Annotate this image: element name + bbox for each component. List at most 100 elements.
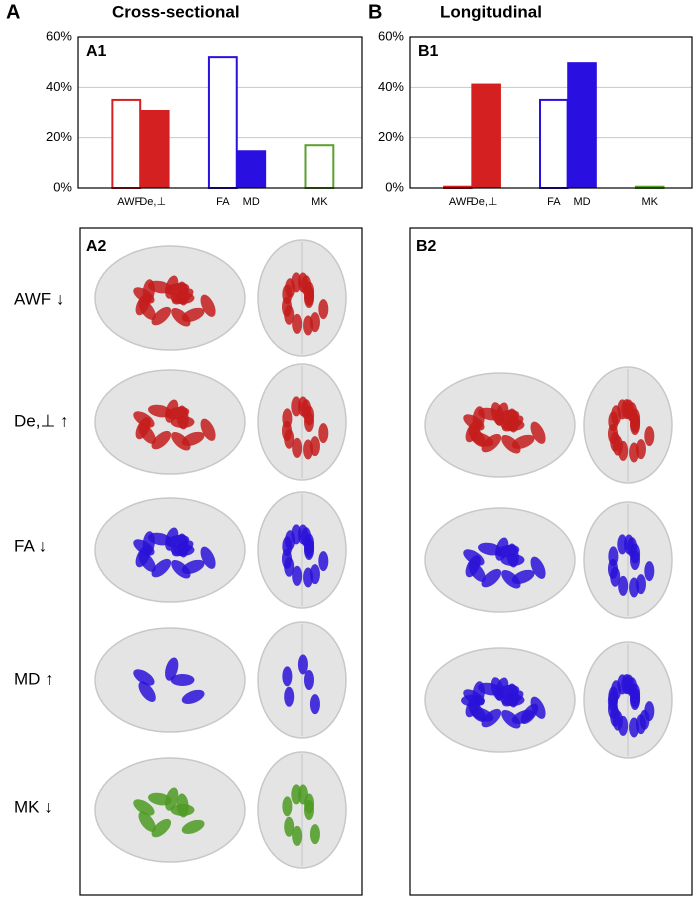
bar <box>236 150 267 188</box>
brain-blob <box>151 430 172 450</box>
plot-frame <box>409 36 693 189</box>
brain-blob <box>285 278 296 299</box>
bar <box>471 83 501 188</box>
x-tick-label: MD <box>573 196 590 208</box>
brain-blob <box>304 670 314 690</box>
brain-blob <box>520 703 539 725</box>
panel-label: B2 <box>416 238 437 255</box>
brain-blob <box>465 555 481 578</box>
brain-blob <box>282 666 293 687</box>
brain-blob <box>292 437 303 458</box>
row-label: MK ↓ <box>14 797 53 816</box>
brain-blob <box>171 288 194 305</box>
brain-blob <box>501 690 524 707</box>
brain-blob <box>297 654 308 675</box>
row-label: AWF ↓ <box>14 289 64 308</box>
brain-blob <box>200 418 216 441</box>
brain-blob <box>142 531 155 556</box>
brain-blob <box>281 420 292 441</box>
brain-blob <box>472 406 485 431</box>
brain-blob <box>303 315 314 336</box>
y-tick-label: 40% <box>378 79 404 94</box>
brain-blob <box>292 825 303 846</box>
x-tick-label: MK <box>641 196 658 208</box>
x-tick-label: AWF <box>449 196 473 208</box>
panel-frame <box>79 227 363 896</box>
brain-blob <box>165 787 179 811</box>
brain-blob <box>644 426 655 447</box>
brain-blob <box>607 558 618 579</box>
brain-blob <box>284 686 295 707</box>
brain-blob <box>304 285 315 306</box>
y-tick-label: 40% <box>46 79 72 94</box>
brain-blob <box>142 279 155 304</box>
bar <box>111 98 142 189</box>
brain-blob <box>611 405 622 426</box>
row-label: MD ↑ <box>14 669 54 688</box>
y-tick-label: 60% <box>46 28 72 43</box>
brain-blob <box>135 417 151 440</box>
column-heading: Longitudinal <box>440 2 542 21</box>
brain-blob <box>285 530 296 551</box>
x-tick-label: MD <box>243 196 260 208</box>
brain-blob <box>612 435 623 456</box>
brain-blob <box>281 296 292 317</box>
brain-blob <box>292 313 303 334</box>
brain-blob <box>148 792 172 806</box>
brain-blob <box>481 568 502 588</box>
brain-blob <box>304 793 315 814</box>
brain-blob <box>171 431 191 451</box>
y-tick-label: 0% <box>53 179 72 194</box>
brain-blob <box>470 707 494 722</box>
bar <box>539 98 569 189</box>
brain-blob <box>165 657 179 681</box>
brain-blob <box>627 537 638 558</box>
brain-blob <box>470 432 494 447</box>
panel-label: B1 <box>418 43 439 60</box>
brain-blob <box>138 811 156 832</box>
brain-blob <box>304 537 315 558</box>
brain-blob <box>629 717 640 738</box>
brain-blob <box>621 674 632 695</box>
brain-blob <box>133 669 155 686</box>
y-tick-label: 0% <box>385 179 404 194</box>
brain-blob <box>530 556 546 579</box>
brain-blob <box>301 399 312 420</box>
plot-frame <box>77 36 363 189</box>
brain-blob <box>282 796 293 817</box>
brain-blob <box>621 399 632 420</box>
brain-blob <box>181 819 205 834</box>
brain-blob <box>490 402 504 426</box>
brain-blob <box>151 306 172 326</box>
brain-blob <box>612 710 623 731</box>
brain-blob <box>281 548 292 569</box>
x-tick-label: FA <box>547 196 561 208</box>
brain-blob <box>644 561 655 582</box>
row-label: FA ↓ <box>14 536 47 555</box>
brain-blob <box>303 439 314 460</box>
brain-blob <box>318 423 329 444</box>
x-tick-label: FA <box>216 196 230 208</box>
brain-blob <box>630 412 641 433</box>
brain-blob <box>629 442 640 463</box>
brain-blob <box>292 565 303 586</box>
x-tick-label: MK <box>311 196 328 208</box>
brain-blob <box>309 694 320 715</box>
y-tick-label: 20% <box>378 129 404 144</box>
brain-blob <box>176 793 189 818</box>
brain-blob <box>501 709 521 729</box>
brain-blob <box>200 294 216 317</box>
brain-blob <box>318 551 329 572</box>
row-label: De,⊥ ↑ <box>14 411 69 430</box>
brain-blob <box>303 567 314 588</box>
brain-blob <box>291 784 302 805</box>
brain-blob <box>607 690 618 711</box>
bar <box>139 109 170 188</box>
panel-label: A1 <box>86 43 107 60</box>
brain-blob <box>461 694 486 707</box>
brain-blob <box>501 569 521 589</box>
panel-label: A2 <box>86 238 107 255</box>
panel-frame <box>409 227 693 896</box>
brain-blob <box>284 816 295 837</box>
